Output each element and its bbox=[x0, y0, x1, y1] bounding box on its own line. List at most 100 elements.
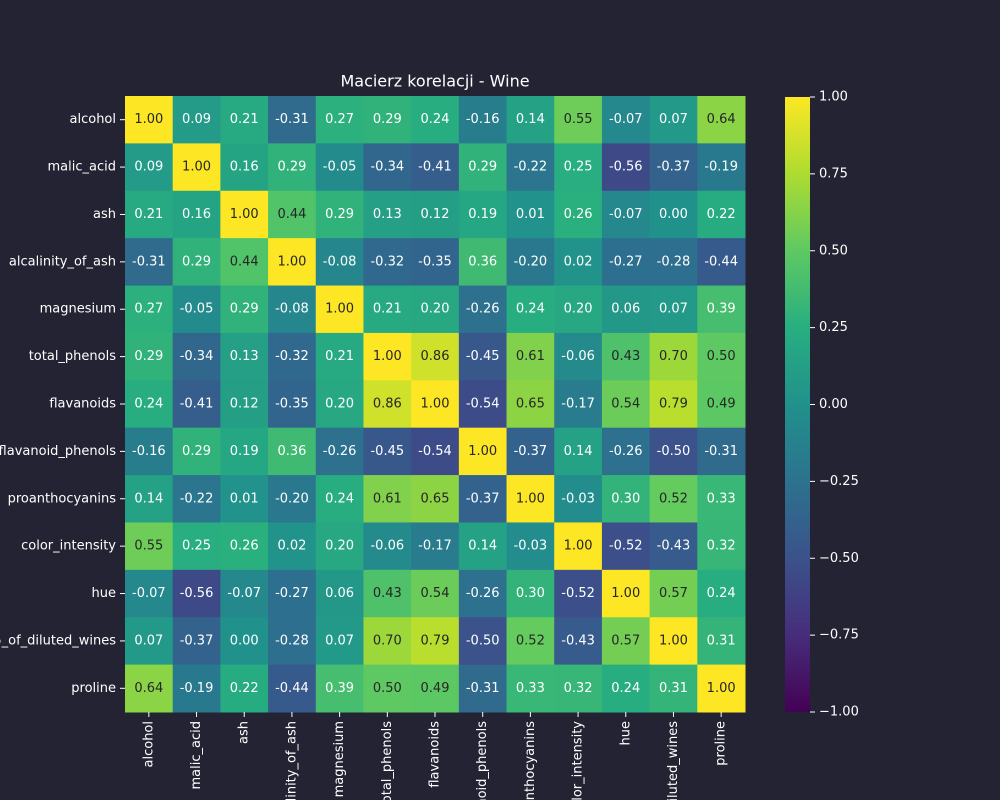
cell-label: 0.33 bbox=[516, 681, 545, 696]
y-tick-label: magnesium bbox=[40, 302, 116, 317]
cell-label: 0.30 bbox=[516, 586, 545, 601]
heatmap-cell bbox=[601, 522, 651, 571]
cell-label: 0.21 bbox=[325, 349, 354, 364]
cell-label: 0.70 bbox=[373, 633, 402, 648]
cell-label: 0.29 bbox=[373, 112, 402, 127]
heatmap-cell bbox=[220, 96, 269, 144]
heatmap-cell bbox=[220, 427, 269, 476]
cell-label: -0.16 bbox=[466, 112, 500, 127]
cell-label: -0.26 bbox=[466, 302, 500, 317]
heatmap-cell bbox=[172, 522, 221, 571]
heatmap-cell bbox=[649, 190, 698, 239]
heatmap-cell bbox=[268, 238, 317, 287]
heatmap-cell bbox=[363, 522, 412, 571]
heatmap-cell bbox=[125, 285, 174, 334]
heatmap-cell bbox=[458, 238, 508, 287]
cell-label: -0.44 bbox=[704, 254, 738, 269]
cell-label: 0.65 bbox=[516, 397, 545, 412]
heatmap-cell bbox=[363, 238, 412, 287]
heatmap-cell bbox=[411, 522, 460, 571]
cell-label: -0.41 bbox=[418, 160, 452, 175]
cell-label: -0.19 bbox=[180, 681, 214, 696]
heatmap-cell bbox=[649, 332, 698, 381]
heatmap-cell bbox=[125, 96, 174, 144]
heatmap-cell bbox=[697, 475, 746, 523]
cell-label: 0.27 bbox=[134, 302, 163, 317]
cell-label: 0.27 bbox=[325, 112, 354, 127]
heatmap-cell bbox=[649, 285, 698, 334]
x-tick-label: proanthocyanins bbox=[523, 721, 538, 800]
heatmap-cell bbox=[458, 427, 508, 476]
cell-label: 0.14 bbox=[564, 444, 593, 459]
heatmap-cell bbox=[697, 190, 746, 239]
colorbar bbox=[785, 97, 810, 712]
heatmap-cell bbox=[172, 475, 221, 523]
heatmap-cell bbox=[554, 522, 603, 571]
cell-label: 0.26 bbox=[564, 207, 593, 222]
heatmap-cell bbox=[411, 475, 460, 523]
cell-label: 0.31 bbox=[659, 681, 688, 696]
cell-label: 0.00 bbox=[230, 633, 259, 648]
cell-label: 0.29 bbox=[182, 444, 211, 459]
cell-label: -0.26 bbox=[609, 444, 643, 459]
cell-label: 0.21 bbox=[230, 112, 259, 127]
cell-label: 0.43 bbox=[611, 349, 640, 364]
cell-label: -0.06 bbox=[561, 349, 595, 364]
cell-label: 0.39 bbox=[707, 302, 736, 317]
cell-label: -0.16 bbox=[132, 444, 166, 459]
cell-label: -0.52 bbox=[561, 586, 595, 601]
heatmap-cell bbox=[697, 522, 746, 571]
cell-label: -0.56 bbox=[609, 160, 643, 175]
heatmap-cell bbox=[172, 569, 221, 618]
heatmap-cell bbox=[125, 190, 174, 239]
cell-label: -0.45 bbox=[466, 349, 500, 364]
cell-label: 0.86 bbox=[373, 397, 402, 412]
heatmap-cell bbox=[125, 617, 174, 666]
heatmap-cell bbox=[125, 380, 174, 429]
x-tick-label: hue bbox=[618, 721, 633, 745]
heatmap-cell bbox=[649, 380, 698, 429]
heatmap-cell bbox=[220, 569, 269, 618]
heatmap-cell bbox=[601, 143, 651, 192]
heatmap-cell bbox=[458, 569, 508, 618]
heatmap-cell bbox=[697, 664, 746, 713]
heatmap-cell bbox=[554, 475, 603, 523]
cell-label: -0.22 bbox=[514, 160, 548, 175]
heatmap-cell bbox=[411, 617, 460, 666]
heatmap-cell bbox=[315, 285, 364, 334]
y-tick-label: color_intensity bbox=[21, 539, 116, 554]
heatmap-cell bbox=[506, 190, 555, 239]
cell-label: -0.07 bbox=[132, 586, 166, 601]
cell-label: 1.00 bbox=[659, 633, 688, 648]
heatmap-cell bbox=[268, 332, 317, 381]
heatmap-cell bbox=[649, 522, 698, 571]
heatmap-cell bbox=[363, 285, 412, 334]
cell-label: 0.79 bbox=[421, 633, 450, 648]
heatmap-cell bbox=[649, 475, 698, 523]
heatmap-cell bbox=[220, 617, 269, 666]
heatmap-cell bbox=[411, 664, 460, 713]
cell-label: 0.44 bbox=[230, 254, 259, 269]
cell-label: 0.52 bbox=[659, 491, 688, 506]
cell-label: 0.79 bbox=[659, 397, 688, 412]
heatmap-cell bbox=[363, 332, 412, 381]
cell-label: 0.29 bbox=[230, 302, 259, 317]
heatmap-cell bbox=[601, 617, 651, 666]
heatmap-cell bbox=[363, 475, 412, 523]
cell-label: -0.50 bbox=[657, 444, 691, 459]
heatmap-cell bbox=[458, 332, 508, 381]
heatmap-cell bbox=[458, 96, 508, 144]
cell-label: -0.37 bbox=[657, 160, 691, 175]
x-tick-label: alcalinity_of_ash bbox=[284, 721, 299, 800]
heatmap-cell bbox=[411, 238, 460, 287]
x-tick-label: alcohol bbox=[141, 721, 156, 767]
colorbar-tick-label: 0.75 bbox=[819, 166, 848, 181]
heatmap-cell bbox=[268, 143, 317, 192]
cell-label: -0.17 bbox=[418, 539, 452, 554]
heatmap-cell bbox=[411, 332, 460, 381]
heatmap-cell bbox=[125, 475, 174, 523]
cell-label: 0.24 bbox=[611, 681, 640, 696]
heatmap-cell bbox=[506, 475, 555, 523]
heatmap-cell bbox=[601, 96, 651, 144]
